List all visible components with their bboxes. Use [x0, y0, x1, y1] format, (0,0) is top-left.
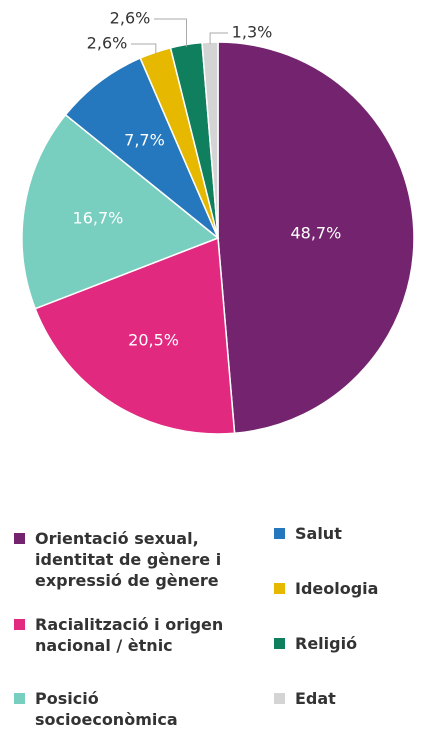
pie-slice: [217, 41, 415, 435]
legend-label: Posició socioeconòmica: [35, 689, 178, 729]
legend-item: Orientació sexual, identitat de gènere i…: [14, 528, 244, 591]
chart: 48,7% 20,5% 16,7% 7,7% 2,6% 2,6% 1,3%: [21, 9, 415, 435]
legend-item: Edat: [274, 688, 414, 709]
pie-slice: [64, 57, 219, 239]
data-label: 7,7%: [124, 131, 165, 150]
leader-line: [154, 18, 187, 47]
legend-item: Salut: [274, 523, 414, 544]
legend-item: Ideologia: [274, 578, 414, 599]
legend-swatch: [274, 638, 285, 649]
legend-label: Orientació sexual, identitat de gènere i…: [35, 529, 222, 590]
leader-line: [131, 43, 157, 55]
legend-label: Ideologia: [295, 579, 379, 598]
leader-line: [209, 32, 228, 45]
pie-slice: [21, 113, 220, 310]
legend-item: Posició socioeconòmica: [14, 688, 244, 730]
legend-item: Religió: [274, 633, 414, 654]
legend-swatch: [14, 693, 25, 704]
legend-item: Racialització i origen nacional / ètnic: [14, 614, 244, 656]
data-label: 2,6%: [87, 34, 128, 53]
data-label: 20,5%: [128, 331, 179, 350]
legend-label: Salut: [295, 524, 342, 543]
legend-swatch: [274, 583, 285, 594]
legend-label: Racialització i origen nacional / ètnic: [35, 615, 224, 655]
legend-swatch: [274, 528, 285, 539]
legend-label: Edat: [295, 689, 336, 708]
legend-label: Religió: [295, 634, 358, 653]
data-label: 48,7%: [290, 223, 341, 242]
data-label: 16,7%: [73, 209, 124, 228]
legend-swatch: [274, 693, 285, 704]
pie-slice: [34, 236, 236, 435]
legend-swatch: [14, 619, 25, 630]
data-label: 1,3%: [232, 23, 273, 42]
data-label: 2,6%: [110, 9, 151, 28]
legend-swatch: [14, 533, 25, 544]
